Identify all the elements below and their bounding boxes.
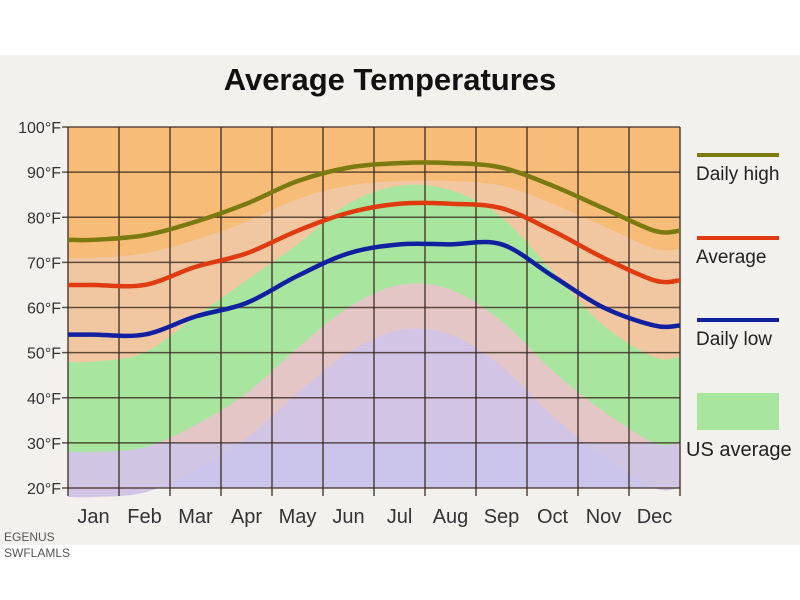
x-tick-label: Mar xyxy=(178,506,213,528)
y-tick-label: 90°F xyxy=(27,165,61,182)
legend-label: Daily high xyxy=(696,164,779,185)
y-tick-label: 30°F xyxy=(27,436,61,453)
watermark-line2: SWFLAMLS xyxy=(4,546,71,560)
x-tick-label: Jun xyxy=(332,506,364,528)
legend-label: Average xyxy=(696,247,766,268)
x-tick-label: Jul xyxy=(387,506,413,528)
legend-label: US average xyxy=(686,439,792,461)
legend-label: Daily low xyxy=(696,329,772,350)
y-tick-label: 40°F xyxy=(27,391,61,408)
x-tick-label: Aug xyxy=(433,506,469,528)
x-tick-label: Feb xyxy=(127,506,161,528)
x-tick-label: Oct xyxy=(537,506,569,528)
x-tick-label: Sep xyxy=(484,506,520,528)
y-tick-label: 80°F xyxy=(27,210,61,227)
x-tick-label: May xyxy=(279,506,317,528)
x-tick-label: Apr xyxy=(231,506,262,528)
y-tick-label: 50°F xyxy=(27,346,61,363)
x-tick-label: Dec xyxy=(637,506,673,528)
y-tick-label: 20°F xyxy=(27,481,61,498)
watermark-line1: EGENUS xyxy=(4,530,55,544)
series-line-daily-high xyxy=(67,160,681,243)
y-tick-label: 70°F xyxy=(27,255,61,272)
y-tick-label: 60°F xyxy=(27,301,61,318)
series-line-average xyxy=(68,200,681,289)
chart-title: Average Temperatures xyxy=(223,62,557,97)
x-tick-label: Nov xyxy=(586,506,622,528)
legend-swatch-band xyxy=(697,393,779,430)
y-tick-label: 100°F xyxy=(18,120,61,137)
x-tick-label: Jan xyxy=(77,506,109,528)
series-line-daily-low xyxy=(68,239,681,339)
